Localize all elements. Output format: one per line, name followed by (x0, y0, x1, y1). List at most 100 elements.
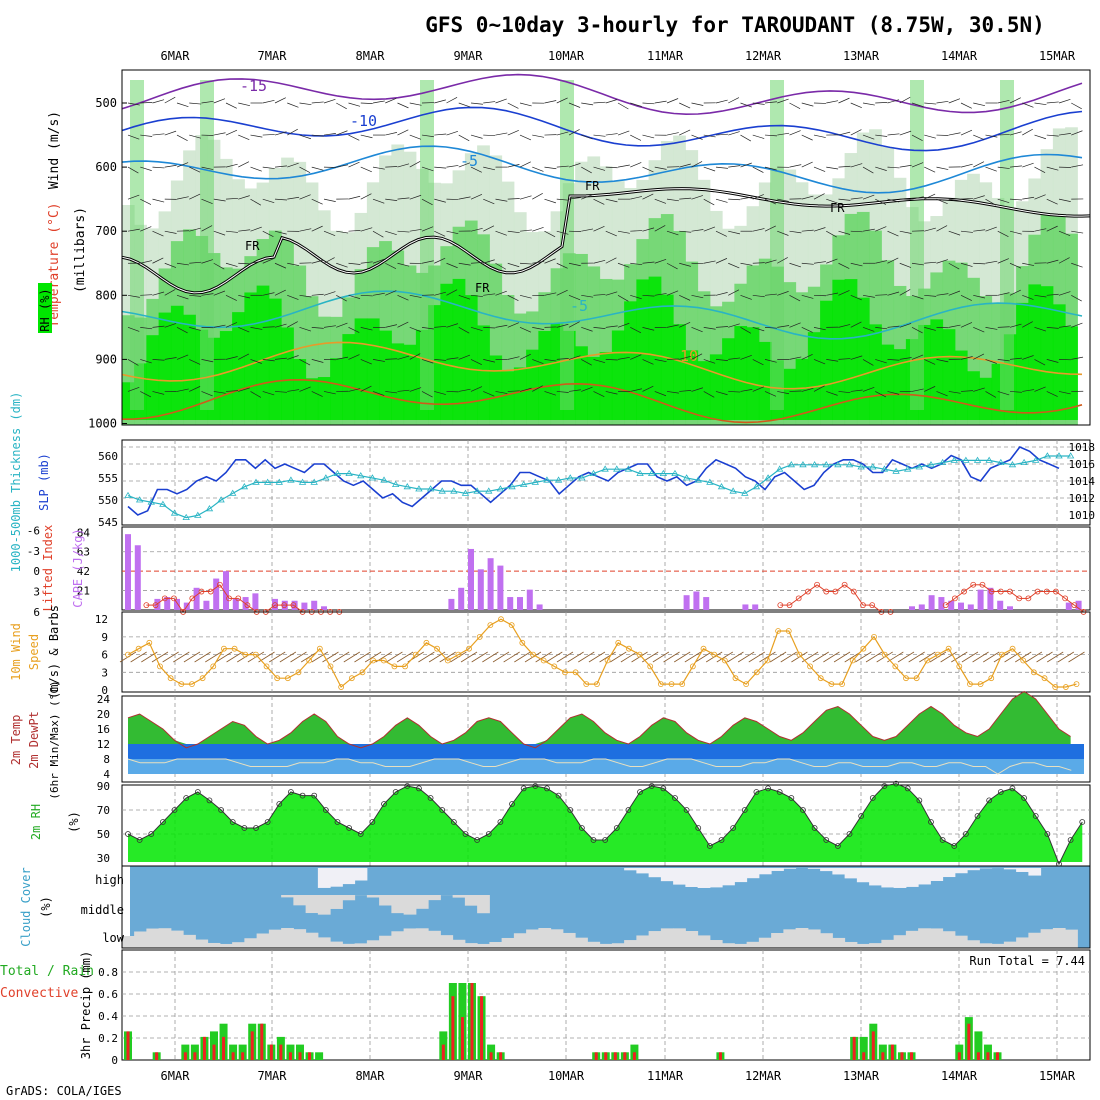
wind-barb (287, 294, 299, 300)
rh-marker (706, 843, 713, 849)
wind-speed-marker (572, 669, 579, 676)
wind-barb (1046, 198, 1058, 205)
wind-barb (348, 195, 361, 200)
wind-barb (1009, 97, 1021, 104)
precip-conv-bar (470, 983, 474, 1060)
cloud-low-bar (967, 940, 980, 948)
wind-barb (532, 193, 543, 200)
cloud-high-bar (893, 868, 907, 888)
li-marker (244, 602, 251, 609)
wind-barb (578, 651, 595, 663)
wind-barb (213, 230, 226, 236)
cloud-high-bar (342, 868, 356, 885)
rh-marker (951, 843, 958, 849)
li-line (210, 584, 221, 592)
wind-barb (838, 290, 850, 296)
rh-shading (624, 301, 637, 420)
temp-fill (128, 691, 1071, 744)
wind-barb (176, 102, 189, 108)
wind-barb (409, 294, 422, 298)
wind-barb (654, 225, 666, 232)
wind-barb (397, 129, 409, 136)
precip-conv-bar (718, 1052, 722, 1060)
wind-barb (838, 165, 851, 168)
wind-barb (737, 651, 755, 663)
wind-barb (532, 385, 543, 392)
wind-speed-marker (1009, 645, 1016, 652)
wind-barb (495, 324, 508, 328)
wind-barb (703, 391, 715, 398)
li-marker (804, 588, 811, 595)
thickness-marker (1032, 456, 1040, 463)
wind-barb (458, 102, 471, 108)
precip-tick-label: 0.2 (98, 1032, 118, 1045)
wind-barb (997, 134, 1010, 136)
precip-conv-bar (623, 1052, 627, 1060)
y-tick-label: 1000 (88, 417, 117, 431)
cloud-high-bar (624, 868, 637, 871)
rh-shading (587, 356, 601, 420)
temp-tick-label: 20 (97, 708, 110, 721)
li-marker (832, 588, 839, 595)
wind-barb (470, 262, 483, 264)
wind-barb (409, 102, 422, 106)
date-tick-label: 10MAR (548, 49, 585, 63)
wind-barb (556, 262, 568, 269)
rh-shading (758, 341, 772, 420)
wind-barb (507, 262, 520, 268)
li-marker (290, 602, 297, 609)
thickness-marker (845, 461, 854, 468)
y-tick-label: 800 (95, 288, 117, 302)
thickness-marker (764, 474, 772, 481)
precip-conv-bar (298, 1052, 302, 1060)
wind-barb (127, 166, 139, 174)
rh-shading (317, 377, 331, 420)
wind-barb (262, 258, 274, 264)
thickness-marker (799, 461, 807, 468)
cloud-low-bar (844, 941, 858, 948)
wind-barb (225, 197, 238, 200)
wind-speed-marker (711, 651, 718, 658)
wind-barb (250, 260, 263, 264)
wind-barb (1057, 651, 1075, 663)
rh-shading (734, 325, 748, 420)
rh-shading (281, 327, 294, 420)
rh-shading (770, 80, 784, 410)
wind-barb (495, 290, 507, 296)
wind-barb (201, 293, 214, 296)
cloud-low-bar (244, 938, 258, 948)
wind-barb (985, 359, 997, 364)
wind-barb (875, 359, 887, 364)
wind-barb (630, 354, 642, 360)
wind-barb (201, 259, 214, 264)
wind-barb (887, 133, 900, 136)
cloud-low-bar (550, 929, 564, 948)
wind-barb (360, 261, 373, 264)
wind-barb (189, 261, 202, 264)
precip-conv-bar (632, 1052, 636, 1060)
wind-barb (948, 230, 961, 236)
rh-marker (660, 785, 667, 792)
wind-barb (507, 356, 520, 360)
cloud-high-bar (820, 868, 833, 872)
wind-barb (287, 389, 300, 392)
li-marker (226, 595, 232, 602)
wind-barb (556, 97, 568, 104)
wind-barb (1058, 325, 1071, 328)
wind-barb (274, 357, 287, 360)
cloud-mid-bar (415, 895, 429, 909)
wind-barb (470, 227, 483, 232)
precip-conv-bar (155, 1052, 159, 1060)
wind-speed-marker (689, 663, 696, 670)
date-tick-label: 9MAR (454, 1069, 484, 1083)
wind-barb (727, 651, 744, 663)
cloud-high-bar (673, 868, 686, 885)
wind-barb (862, 102, 875, 106)
li-marker (216, 581, 223, 588)
rh-marker (881, 783, 888, 789)
wind-barb (911, 327, 923, 334)
li-line (293, 604, 303, 613)
date-tick-label: 11MAR (647, 1069, 684, 1083)
wind-speed-marker (402, 663, 408, 670)
